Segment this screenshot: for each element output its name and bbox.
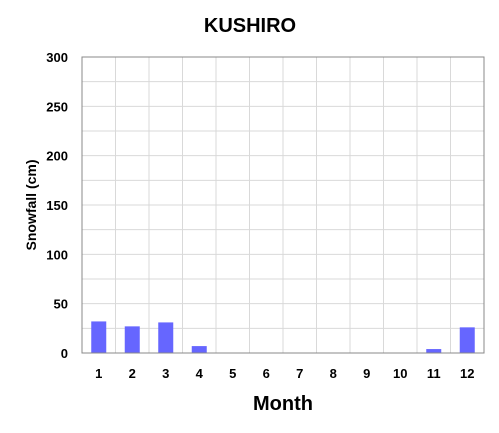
y-tick-label: 150 [46,198,68,213]
x-tick-label: 1 [95,366,102,381]
bar-month-1 [91,321,107,353]
x-tick-label: 8 [330,366,337,381]
y-tick-label: 250 [46,99,68,114]
bars [91,321,475,353]
bar-month-4 [191,346,207,353]
plot-frame [81,56,485,354]
y-tick-label: 200 [46,149,68,164]
x-tick-label: 2 [129,366,136,381]
x-tick-label: 9 [363,366,370,381]
x-tick-label: 5 [229,366,236,381]
grid-lines [82,56,484,354]
x-tick-label: 12 [460,366,474,381]
bar-month-2 [124,326,140,353]
x-axis-label: Month [253,393,313,415]
bar-month-3 [158,322,174,353]
y-tick-label: 100 [46,247,68,262]
x-tick-label: 6 [263,366,270,381]
x-tick-label: 10 [393,366,407,381]
x-tick-label: 4 [196,366,204,381]
x-tick-label: 3 [162,366,169,381]
x-tick-label: 11 [427,366,441,381]
chart-title: KUSHIRO [204,15,296,37]
y-tick-label: 50 [54,297,68,312]
x-tick-labels: 1 2 3 4 5 6 7 8 9 10 11 12 [95,366,474,381]
bar-month-11 [426,349,442,353]
y-axis-label: Snowfall (cm) [23,159,39,250]
y-tick-label: 300 [46,50,68,65]
bar-month-12 [459,327,475,353]
x-tick-label: 7 [296,366,303,381]
y-tick-labels: 0 50 100 150 200 250 300 [46,50,68,361]
y-tick-label: 0 [61,346,68,361]
